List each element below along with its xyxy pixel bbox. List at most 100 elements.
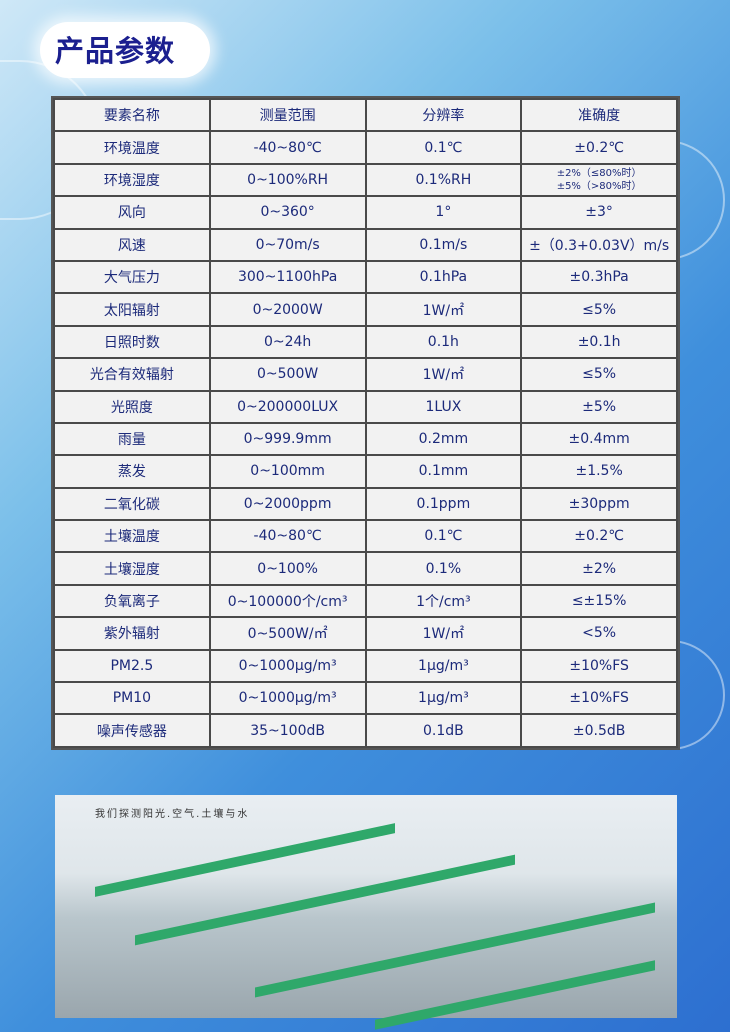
column-header: 测量范围 (208, 97, 367, 133)
table-cell: 0~2000W (208, 292, 367, 327)
table-cell: 300~1100hPa (208, 259, 367, 295)
table-cell: 土壤湿度 (53, 551, 211, 586)
table-row: 太阳辐射 0~2000W 1W/㎡ ≤5% (53, 292, 678, 327)
table-row: 噪声传感器 35~100dB 0.1dB ±0.5dB (53, 713, 678, 748)
table-cell: 风速 (53, 227, 211, 262)
table-cell: -40~80℃ (208, 130, 367, 165)
table-cell: 0~1000μg/m³ (208, 648, 367, 684)
table-row: PM2.5 0~1000μg/m³ 1μg/m³ ±10%FS (53, 648, 678, 684)
table-cell: 0.1% (364, 551, 523, 586)
table-cell: 0.1dB (364, 713, 523, 748)
table-cell: ±0.4mm (520, 421, 678, 457)
table-cell: 0~24h (208, 324, 367, 360)
table-cell: 0.2mm (364, 421, 523, 457)
table-row: 紫外辐射 0~500W/㎡ 1W/㎡ <5% (53, 616, 678, 651)
table-row: 土壤湿度 0~100% 0.1% ±2% (53, 551, 678, 586)
table-row: 环境温度 -40~80℃ 0.1℃ ±0.2℃ (53, 130, 678, 165)
table-cell: ±0.3hPa (520, 259, 678, 295)
workbench (95, 823, 395, 897)
table-cell: 0~500W (208, 357, 367, 392)
table-cell: 1W/㎡ (364, 292, 523, 327)
table-cell: ≤5% (520, 357, 678, 392)
table-row: 二氧化碳 0~2000ppm 0.1ppm ±30ppm (53, 486, 678, 522)
factory-photo: 我们探测阳光.空气.土壤与水 (55, 795, 677, 1030)
column-header: 分辨率 (364, 97, 523, 133)
spec-table: 要素名称 测量范围 分辨率 准确度 环境温度 -40~80℃ 0.1℃ ±0.2℃ 环境湿度 0… (53, 97, 678, 748)
table-row: PM10 0~1000μg/m³ 1μg/m³ ±10%FS (53, 681, 678, 716)
table-header: 要素名称 测量范围 分辨率 准确度 (53, 97, 678, 133)
table-cell: PM2.5 (53, 648, 211, 684)
table-cell: 1个/cm³ (364, 583, 523, 619)
table-cell: ≤5% (520, 292, 678, 327)
table-cell: 1μg/m³ (364, 648, 523, 684)
table-cell: 太阳辐射 (53, 292, 211, 327)
table-cell: 0~100%RH (208, 162, 367, 198)
title-cloud (40, 22, 210, 78)
table-cell: 0~70m/s (208, 227, 367, 262)
table-cell: ≤±15% (520, 583, 678, 619)
table-cell: 0~100% (208, 551, 367, 586)
table-cell: 0.1m/s (364, 227, 523, 262)
table-row: 负氧离子 0~100000个/cm³ 1个/cm³ ≤±15% (53, 583, 678, 619)
table-cell: 0.1%RH (364, 162, 523, 198)
table-cell: 1W/㎡ (364, 357, 523, 392)
table-cell: 二氧化碳 (53, 486, 211, 522)
table-cell: 光照度 (53, 389, 211, 424)
table-row: 雨量 0~999.9mm 0.2mm ±0.4mm (53, 421, 678, 457)
workbench (375, 960, 655, 1030)
column-header: 要素名称 (53, 97, 211, 133)
table-cell: 环境湿度 (53, 162, 211, 198)
table-cell: PM10 (53, 681, 211, 716)
table-cell: ±2% (520, 551, 678, 586)
table-cell: 大气压力 (53, 259, 211, 295)
table-cell: 0.1ppm (364, 486, 523, 522)
table-cell: 风向 (53, 195, 211, 230)
table-cell: 0.1mm (364, 454, 523, 489)
table-cell: 光合有效辐射 (53, 357, 211, 392)
table-row: 环境湿度 0~100%RH 0.1%RH ±2%（≤80%时） ±5%（>80%时） (53, 162, 678, 198)
table-cell: 0~1000μg/m³ (208, 681, 367, 716)
table-cell: ±1.5% (520, 454, 678, 489)
table-row: 光照度 0~200000LUX 1LUX ±5% (53, 389, 678, 424)
table-cell: 0~100mm (208, 454, 367, 489)
table-row: 风速 0~70m/s 0.1m/s ±（0.3+0.03V）m/s (53, 227, 678, 262)
table-cell: 土壤温度 (53, 519, 211, 554)
photo-banner: 我们探测阳光.空气.土壤与水 (95, 809, 250, 820)
table-cell: ±30ppm (520, 486, 678, 522)
table-cell: 噪声传感器 (53, 713, 211, 748)
table-cell: 0~500W/㎡ (208, 616, 367, 651)
table-cell: 蒸发 (53, 454, 211, 489)
table-row: 土壤温度 -40~80℃ 0.1℃ ±0.2℃ (53, 519, 678, 554)
table-cell: 0.1hPa (364, 259, 523, 295)
table-cell: 日照时数 (53, 324, 211, 360)
table-cell: ±（0.3+0.03V）m/s (520, 227, 678, 262)
table-row: 蒸发 0~100mm 0.1mm ±1.5% (53, 454, 678, 489)
table-cell: 1LUX (364, 389, 523, 424)
table-cell: ±3° (520, 195, 678, 230)
table-cell: ±10%FS (520, 681, 678, 716)
table-cell: 0~999.9mm (208, 421, 367, 457)
workbench (255, 902, 655, 998)
table-cell: ±0.2℃ (520, 519, 678, 554)
table-cell: 0~100000个/cm³ (208, 583, 367, 619)
table-row: 光合有效辐射 0~500W 1W/㎡ ≤5% (53, 357, 678, 392)
table-cell: 0.1℃ (364, 519, 523, 554)
table-cell: ±0.1h (520, 324, 678, 360)
table-cell: ±10%FS (520, 648, 678, 684)
table-cell: ±2%（≤80%时） ±5%（>80%时） (520, 162, 678, 198)
table-row: 日照时数 0~24h 0.1h ±0.1h (53, 324, 678, 360)
table-cell: 1° (364, 195, 523, 230)
table-row: 风向 0~360° 1° ±3° (53, 195, 678, 230)
table-cell: 环境温度 (53, 130, 211, 165)
column-header: 准确度 (520, 97, 678, 133)
table-cell: 0~200000LUX (208, 389, 367, 424)
table-cell: 0.1℃ (364, 130, 523, 165)
table-cell: 0~360° (208, 195, 367, 230)
table-cell: 雨量 (53, 421, 211, 457)
table-cell: 1μg/m³ (364, 681, 523, 716)
table-cell: ±5% (520, 389, 678, 424)
page-title: 产品参数 (55, 34, 176, 68)
table-cell: 负氧离子 (53, 583, 211, 619)
table-cell: ±0.5dB (520, 713, 678, 748)
table-cell: 1W/㎡ (364, 616, 523, 651)
